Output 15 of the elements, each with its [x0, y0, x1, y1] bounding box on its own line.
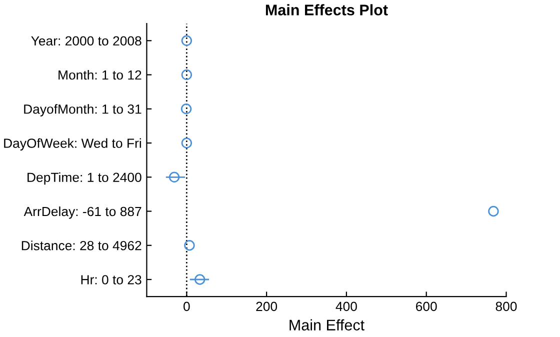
- y-tick-label: DepTime: 1 to 2400: [28, 172, 142, 185]
- y-tick-label: ArrDelay: -61 to 887: [24, 206, 142, 219]
- x-tick-label: 800: [496, 302, 517, 312]
- x-tick-label: 0: [184, 302, 190, 312]
- y-tick-label: Month: 1 to 12: [58, 70, 142, 80]
- x-axis-title: Main Effect: [290, 319, 364, 330]
- y-tick-label: Year: 2000 to 2008: [31, 36, 142, 46]
- y-tick-label: DayofMonth: 1 to 31: [24, 104, 142, 116]
- chart-title: Main Effects Plot: [266, 4, 388, 16]
- y-tick-label: Hr: 0 to 23: [81, 275, 142, 284]
- x-tick-label: 400: [336, 302, 357, 312]
- y-tick-label: Distance: 28 to 4962: [22, 240, 142, 250]
- y-tick-label: DayOfWeek: Wed to Fri: [4, 138, 141, 151]
- x-tick-label: 200: [256, 302, 278, 312]
- x-tick-label: 600: [416, 302, 437, 312]
